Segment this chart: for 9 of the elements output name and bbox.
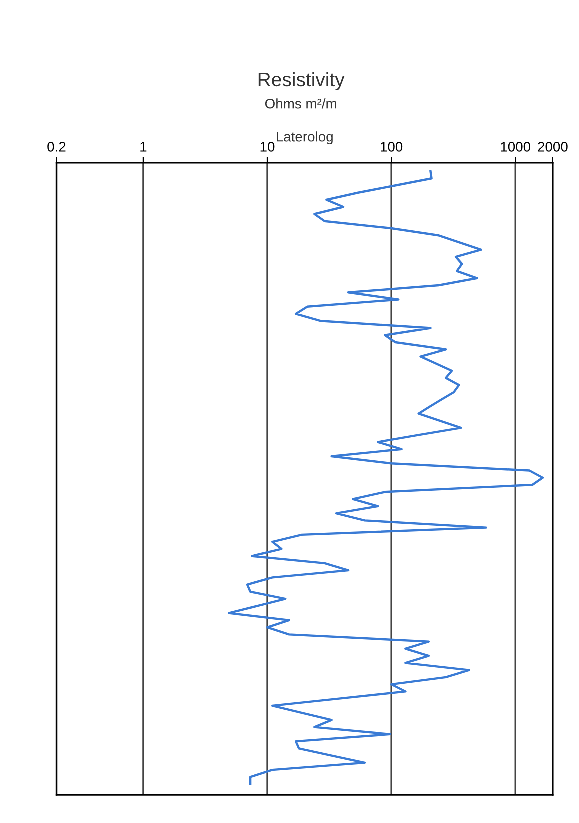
x-axis-title: Laterolog <box>277 132 333 145</box>
chart-title: Resistivity <box>258 72 345 90</box>
x-tick-label: 10 <box>260 142 275 152</box>
x-tick-label: 2000 <box>538 142 568 152</box>
x-tick-label: 100 <box>381 142 403 152</box>
x-tick-label: 0.2 <box>48 142 66 152</box>
x-tick-label: 1000 <box>501 142 531 152</box>
chart-subtitle: Ohms m²/m <box>265 98 336 109</box>
x-tick-label: 1 <box>140 142 147 152</box>
